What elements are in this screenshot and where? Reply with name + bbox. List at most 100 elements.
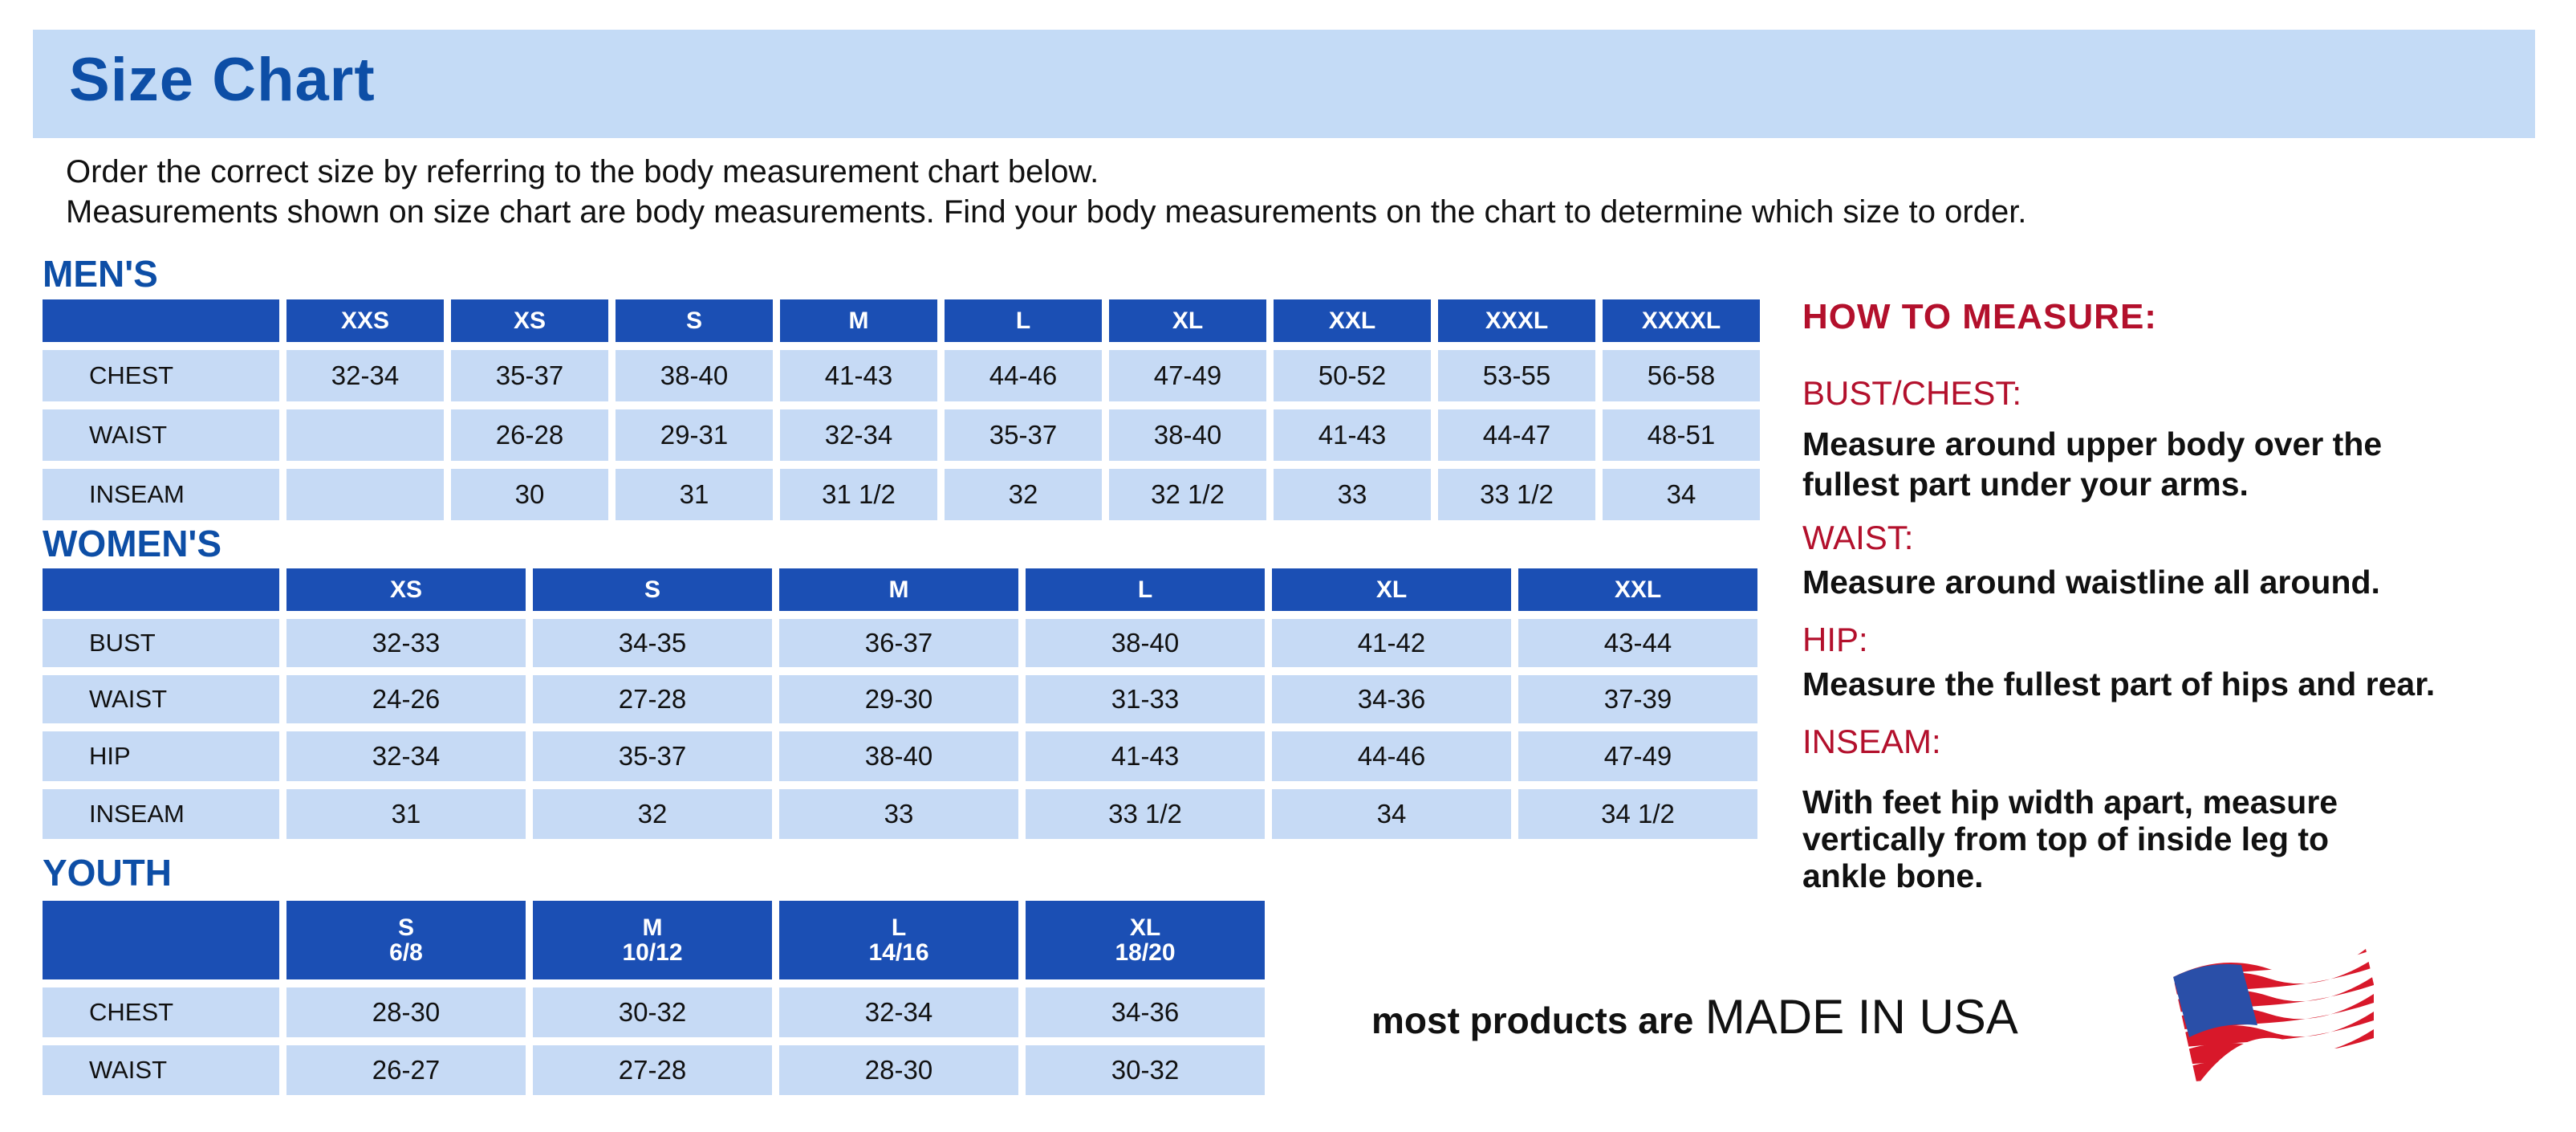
bust-chest-text-1: Measure around upper body over the [1802,426,2383,462]
mens-section-title: MEN'S [43,253,158,295]
size-label: XL [1172,307,1204,334]
size-label: L [1015,307,1031,334]
size-header: XS [286,568,526,611]
made-in-usa-emphasis: MADE IN USA [1704,990,2018,1044]
header-band [33,30,2535,138]
header-corner [43,299,279,342]
measurement-cell: 32-34 [286,350,444,401]
size-label: XXXXL [1641,307,1721,334]
measurement-cell: 35-37 [945,409,1102,461]
header-corner [43,568,279,611]
measurement-cell: 38-40 [616,350,773,401]
size-range: 10/12 [622,939,683,966]
size-header: M [779,568,1018,611]
measurement-cell: 29-30 [779,675,1018,723]
row-label: CHEST [43,350,279,401]
measurement-cell: 32 [945,469,1102,520]
size-label: XS [389,576,423,603]
size-header: XXL [1518,568,1757,611]
flag-stripe [2173,1029,2374,1066]
measurement-cell [286,409,444,461]
size-label: XL [1375,576,1408,603]
row-label: WAIST [43,675,279,723]
mens-size-table: XXS XS S M L XL XXL XXXL XXXXL CHEST 32-34 35-37 38-… [43,299,1760,520]
measurement-cell: 33 1/2 [1438,469,1595,520]
measurement-cell: 26-27 [286,1045,526,1095]
size-header: XS [451,299,608,342]
size-range: 6/8 [389,939,423,966]
measurement-cell: 30-32 [1026,1045,1265,1095]
size-label: S [685,307,702,334]
womens-section-title: WOMEN'S [43,523,222,564]
measurement-cell: 37-39 [1518,675,1757,723]
row-label: INSEAM [43,789,279,839]
made-in-usa-prefix: most products are [1371,1000,1694,1041]
size-header: L [945,299,1102,342]
inseam-text-1: With feet hip width apart, measure [1802,784,2338,820]
size-label: XXL [1614,576,1662,603]
size-header: XXXXL [1603,299,1760,342]
intro-line-2: Measurements shown on size chart are bod… [66,194,2027,230]
measurement-cell: 34 [1272,789,1511,839]
size-header: S [616,299,773,342]
size-header: L 14/16 [779,901,1018,979]
size-range: 14/16 [868,939,929,966]
measurement-cell: 47-49 [1518,731,1757,781]
measurement-cell: 32-34 [779,987,1018,1037]
measurement-cell: 35-37 [451,350,608,401]
size-header: XL [1272,568,1511,611]
size-header: XXL [1274,299,1431,342]
size-label: XS [513,307,546,334]
size-label: M [848,307,869,334]
measurement-cell: 44-46 [945,350,1102,401]
measurement-cell: 34-35 [533,619,772,667]
size-header: XL [1109,299,1266,342]
inseam-text-2: vertically from top of inside leg to [1802,820,2330,857]
hip-heading: HIP: [1802,621,1868,658]
measurement-cell: 41-43 [1274,409,1431,461]
measurement-cell: 27-28 [533,1045,772,1095]
inseam-text-3: ankle bone. [1802,857,1984,894]
measurement-cell: 44-47 [1438,409,1595,461]
size-label: XXS [340,307,390,334]
measurement-cell: 24-26 [286,675,526,723]
row-label: BUST [43,619,279,667]
size-header: L [1026,568,1265,611]
measurement-cell: 34-36 [1026,987,1265,1037]
size-header: S [533,568,772,611]
measurement-cell: 35-37 [533,731,772,781]
measurement-cell: 44-46 [1272,731,1511,781]
measurement-cell: 34 [1603,469,1760,520]
size-label: S [397,914,414,941]
measurement-cell: 31 [286,789,526,839]
how-to-measure-title: HOW TO MEASURE: [1802,297,2157,336]
measurement-cell: 38-40 [779,731,1018,781]
measurement-cell: 36-37 [779,619,1018,667]
size-label: S [644,576,660,603]
size-header: S 6/8 [286,901,526,979]
measurement-cell: 47-49 [1109,350,1266,401]
womens-size-table: XS S M L XL XXL BUST 32-33 34-35 36-37 38-40 41-42 4… [43,568,1757,839]
inseam-heading: INSEAM: [1802,723,1941,760]
measurement-cell: 31-33 [1026,675,1265,723]
size-label: M [642,914,663,941]
measurement-cell: 27-28 [533,675,772,723]
measurement-cell: 43-44 [1518,619,1757,667]
intro-line-1: Order the correct size by referring to t… [66,154,1099,189]
measurement-cell: 38-40 [1109,409,1266,461]
measurement-cell: 31 [616,469,773,520]
size-header: M 10/12 [533,901,772,979]
measurement-cell: 34-36 [1272,675,1511,723]
size-label: XXL [1328,307,1376,334]
measurement-cell: 33 [779,789,1018,839]
measurement-cell: 41-42 [1272,619,1511,667]
measurement-cell [286,469,444,520]
measurement-cell: 32 1/2 [1109,469,1266,520]
row-label: WAIST [43,1045,279,1095]
page-title: Size Chart [69,46,376,114]
measurement-cell: 26-28 [451,409,608,461]
measurement-cell: 32-34 [780,409,937,461]
row-label: INSEAM [43,469,279,520]
size-label: L [1137,576,1153,603]
measurement-cell: 48-51 [1603,409,1760,461]
